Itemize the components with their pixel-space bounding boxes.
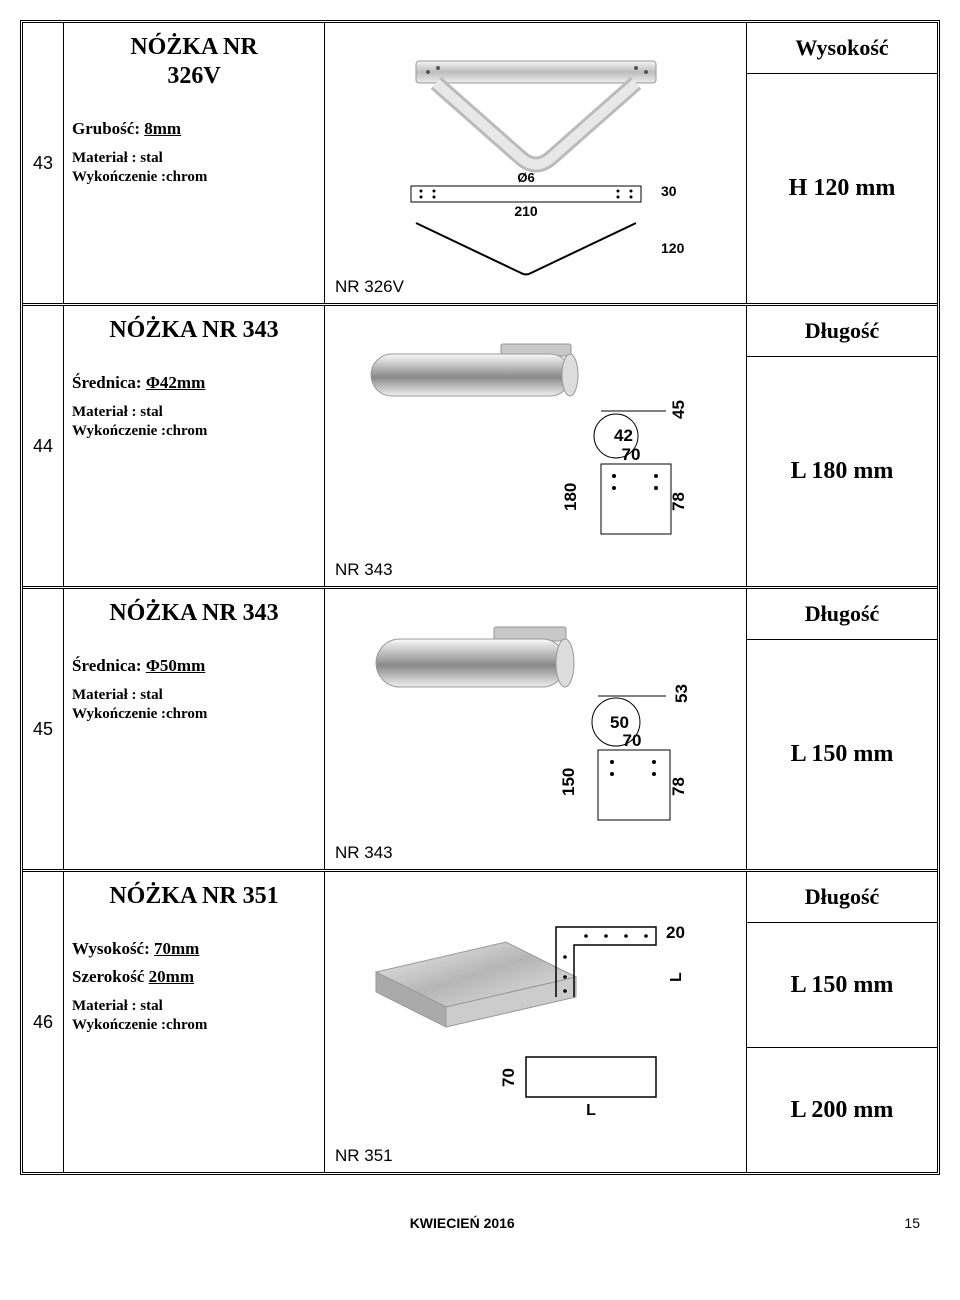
spec-thickness: Grubość: 8mm [72,119,316,139]
svg-text:50: 50 [610,713,629,732]
row-46: 46 NÓŻKA NR 351 Wysokość: 70mm Szerokość… [23,872,937,1172]
dim-value: L 180 mm [747,357,937,586]
product-title: NÓŻKA NR 343 [72,316,316,345]
svg-text:70: 70 [499,1068,518,1087]
page-footer: KWIECIEŃ 2016 15 [20,1215,940,1231]
dim-value-1: L 150 mm [747,923,937,1048]
diagram-cell: 20 L L 70 NR 351 [325,872,747,1172]
dimension-cell: Długość L 150 mm L 200 mm [747,872,937,1172]
product-info: NÓŻKA NR326V Grubość: 8mm Materiał : sta… [64,23,325,303]
svg-text:L: L [586,1102,596,1119]
svg-text:20: 20 [666,923,685,942]
dimension-cell: Długość L 150 mm [747,589,937,869]
spec-width: Szerokość 20mm [72,967,316,987]
svg-text:70: 70 [621,445,640,464]
product-info: NÓŻKA NR 351 Wysokość: 70mm Szerokość 20… [64,872,325,1172]
diagram-343a: 42 45 70 78 180 [346,326,726,566]
diagram-351: 20 L L 70 [346,892,726,1152]
dim-value-2: L 200 mm [747,1048,937,1172]
dim-value: H 120 mm [747,74,937,303]
page-number: 15 [904,1215,920,1231]
footer-label: KWIECIEŃ 2016 [410,1215,515,1231]
diagram-caption: NR 343 [335,560,393,580]
svg-text:70: 70 [622,731,641,750]
material-text: Materiał : stal [72,997,316,1017]
spec-height: Wysokość: 70mm [72,939,316,959]
dimension-cell: Wysokość H 120 mm [747,23,937,303]
svg-text:210: 210 [514,203,538,219]
dim-label: Długość [747,589,937,640]
row-44: 44 NÓŻKA NR 343 Średnica: Φ42mm Materiał… [23,306,937,589]
row-num: 43 [23,23,64,303]
svg-text:180: 180 [561,483,580,511]
svg-text:30: 30 [661,183,677,199]
diagram-cell: 42 45 70 78 180 NR 343 [325,306,747,586]
row-num: 44 [23,306,64,586]
svg-text:78: 78 [669,492,688,511]
dim-value: L 150 mm [747,640,937,869]
diagram-326v: 210 30 Ø6 120 [346,43,726,283]
svg-text:42: 42 [614,426,633,445]
svg-text:L: L [668,972,685,982]
diagram-cell: 50 53 70 78 150 NR 343 [325,589,747,869]
dim-label: Wysokość [747,23,937,74]
dimension-cell: Długość L 180 mm [747,306,937,586]
catalog-table: 43 NÓŻKA NR326V Grubość: 8mm Materiał : … [20,20,940,1175]
material-text: Materiał : stal [72,149,316,169]
diagram-cell: 210 30 Ø6 120 NR 326V [325,23,747,303]
svg-text:53: 53 [672,684,691,703]
diagram-caption: NR 326V [335,277,404,297]
product-title: NÓŻKA NR 351 [72,882,316,911]
spec-diameter: Średnica: Φ42mm [72,373,316,393]
finish-text: Wykończenie :chrom [72,705,316,725]
row-43: 43 NÓŻKA NR326V Grubość: 8mm Materiał : … [23,23,937,306]
product-info: NÓŻKA NR 343 Średnica: Φ50mm Materiał : … [64,589,325,869]
svg-text:120: 120 [661,240,685,256]
svg-text:Ø6: Ø6 [517,170,534,185]
product-info: NÓŻKA NR 343 Średnica: Φ42mm Materiał : … [64,306,325,586]
finish-text: Wykończenie :chrom [72,1016,316,1036]
product-title: NÓŻKA NR 343 [72,599,316,628]
row-num: 45 [23,589,64,869]
svg-text:150: 150 [559,768,578,796]
svg-text:78: 78 [669,777,688,796]
row-num: 46 [23,872,64,1172]
material-text: Materiał : stal [72,686,316,706]
diagram-343b: 50 53 70 78 150 [346,609,726,849]
spec-diameter: Średnica: Φ50mm [72,656,316,676]
diagram-caption: NR 343 [335,843,393,863]
product-title: NÓŻKA NR326V [72,33,316,91]
finish-text: Wykończenie :chrom [72,422,316,442]
material-text: Materiał : stal [72,403,316,423]
svg-text:45: 45 [669,400,688,419]
finish-text: Wykończenie :chrom [72,168,316,188]
dim-label: Długość [747,872,937,923]
row-45: 45 NÓŻKA NR 343 Średnica: Φ50mm Materiał… [23,589,937,872]
diagram-caption: NR 351 [335,1146,393,1166]
dim-label: Długość [747,306,937,357]
